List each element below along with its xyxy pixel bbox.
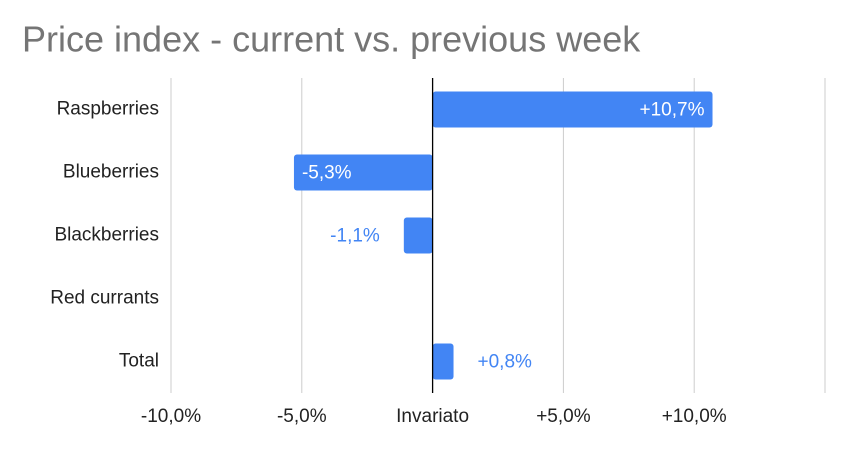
- x-tick-label: -10,0%: [141, 406, 201, 427]
- value-label: +0,8%: [478, 352, 533, 373]
- y-tick-label: Blackberries: [54, 225, 159, 246]
- y-tick-label: Total: [119, 351, 159, 372]
- value-label: -5,3%: [302, 163, 352, 184]
- bar: [293, 154, 433, 191]
- bar: [403, 217, 433, 254]
- value-label: +10,7%: [640, 100, 705, 121]
- y-tick-label: Raspberries: [57, 99, 159, 120]
- value-label: -1,1%: [330, 226, 380, 247]
- x-tick-label: -5,0%: [277, 406, 327, 427]
- x-tick-label: +10,0%: [662, 406, 727, 427]
- chart-title: Price index - current vs. previous week: [22, 19, 641, 60]
- bar: [432, 343, 454, 380]
- x-tick-label: Invariato: [396, 406, 469, 427]
- y-tick-label: Blueberries: [63, 162, 159, 183]
- x-tick-label: +5,0%: [536, 406, 591, 427]
- bar: [432, 91, 713, 128]
- y-tick-label: Red currants: [50, 288, 159, 309]
